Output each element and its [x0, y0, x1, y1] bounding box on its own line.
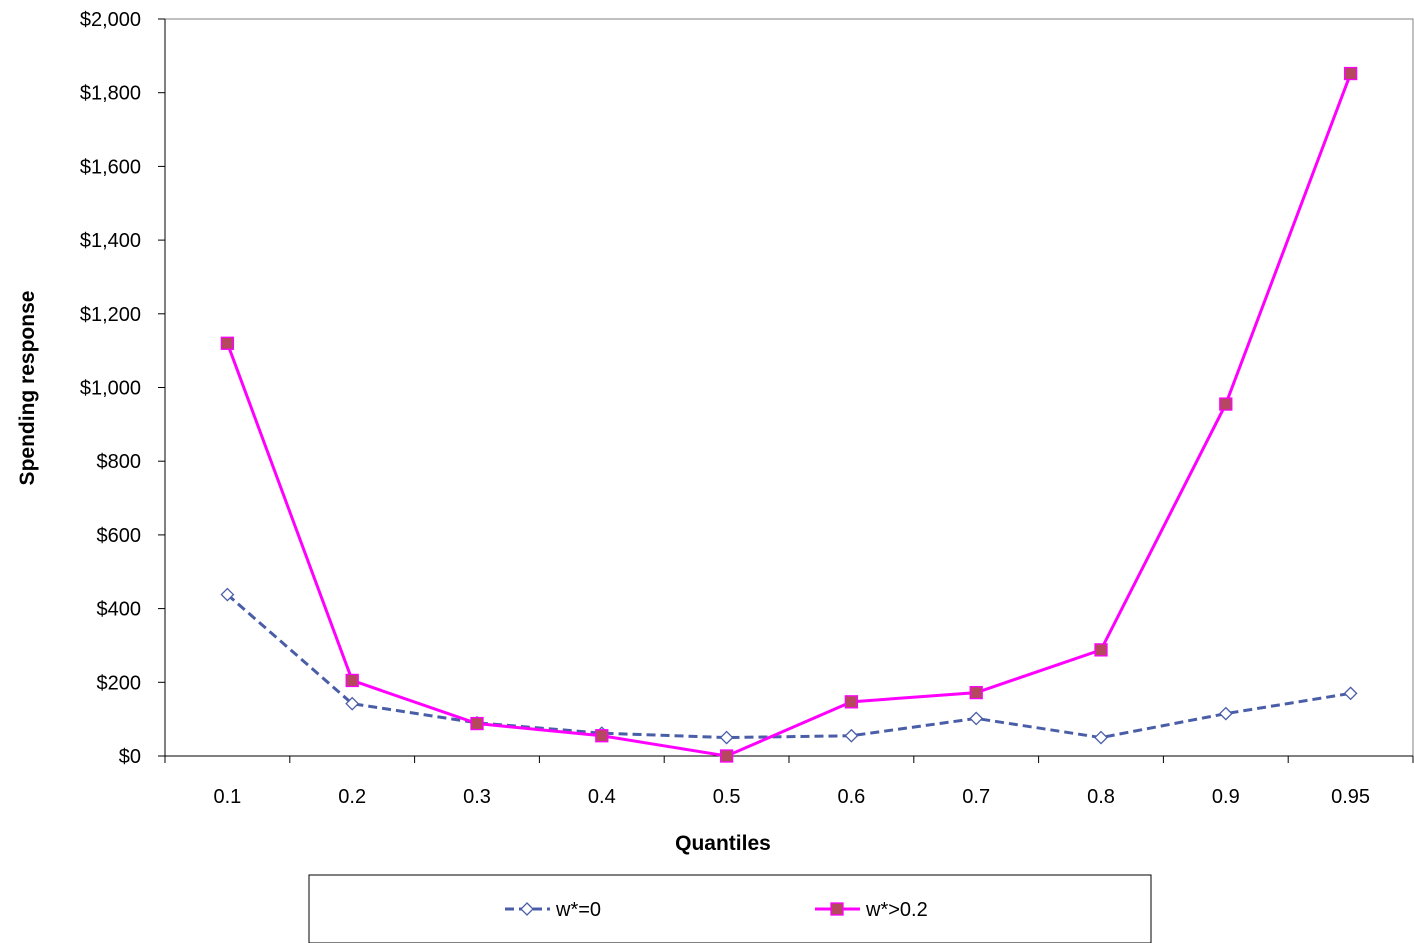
y-axis-title: Spending response [16, 291, 39, 486]
data-point-marker [220, 336, 235, 350]
data-point-marker [719, 730, 734, 745]
series-line [225, 73, 1353, 758]
y-tick-label: $1,200 [80, 304, 141, 326]
data-point-marker [1343, 66, 1358, 81]
plot-area-border [164, 18, 1414, 757]
data-point-marker [220, 587, 235, 602]
legend-box [308, 874, 1152, 943]
data-point-marker [969, 685, 983, 700]
data-point-marker [830, 902, 844, 916]
plot-frame [164, 18, 1414, 757]
x-tick-label: 0.3 [463, 786, 491, 808]
y-axis: $0 $200 $400 $600 $800 $1,000 $1,200 $1,400 $1,6… [80, 9, 165, 768]
data-point-marker [1094, 730, 1108, 745]
y-tick-label: $1,600 [80, 156, 141, 178]
data-point-marker [520, 902, 534, 916]
data-point-marker [1218, 706, 1233, 721]
x-tick-label: 0.5 [713, 786, 741, 808]
series-line [226, 593, 1351, 740]
y-tick-label: $1,000 [80, 378, 141, 400]
data-point-marker [345, 696, 360, 711]
legend-label: w*=0 [555, 899, 601, 921]
data-point-marker [1219, 397, 1233, 411]
x-tick-label: 0.95 [1331, 786, 1370, 808]
legend-item: w*=0 [505, 899, 601, 921]
y-tick-label: $2,000 [80, 9, 141, 31]
y-tick-label: $200 [97, 672, 142, 694]
x-tick-label: 0.8 [1087, 786, 1115, 808]
data-point-marker [345, 673, 359, 688]
data-point-marker [844, 728, 859, 743]
data-point-marker [969, 711, 984, 726]
y-tick-label: $400 [97, 599, 142, 621]
legend: w*=0 w*>0.2 [308, 874, 1152, 943]
x-axis-title: Quantiles [675, 832, 771, 855]
series-layer [220, 66, 1358, 763]
series-1 [220, 587, 1358, 745]
y-tick-label: $1,400 [80, 230, 141, 252]
x-tick-label: 0.4 [588, 786, 616, 808]
x-axis: 0.1 0.2 0.3 0.4 0.5 0.6 0.7 0.8 0.9 0.95 [164, 756, 1414, 808]
series-2 [220, 66, 1358, 763]
y-tick-label: $1,800 [80, 83, 141, 105]
x-tick-label: 0.1 [213, 786, 241, 808]
x-tick-label: 0.7 [962, 786, 990, 808]
data-point-marker [719, 749, 734, 763]
data-point-marker [595, 729, 609, 743]
y-tick-label: $600 [97, 525, 142, 547]
x-tick-label: 0.6 [837, 786, 865, 808]
y-tick-label: $800 [97, 451, 142, 473]
data-point-marker [1094, 643, 1108, 657]
data-point-marker [1343, 686, 1358, 701]
y-tick-label: $0 [119, 746, 141, 768]
data-point-marker [844, 695, 859, 709]
x-tick-label: 0.2 [338, 786, 366, 808]
legend-label: w*>0.2 [865, 899, 928, 921]
x-tick-label: 0.9 [1212, 786, 1240, 808]
legend-item: w*>0.2 [815, 899, 928, 921]
data-point-marker [470, 716, 484, 731]
